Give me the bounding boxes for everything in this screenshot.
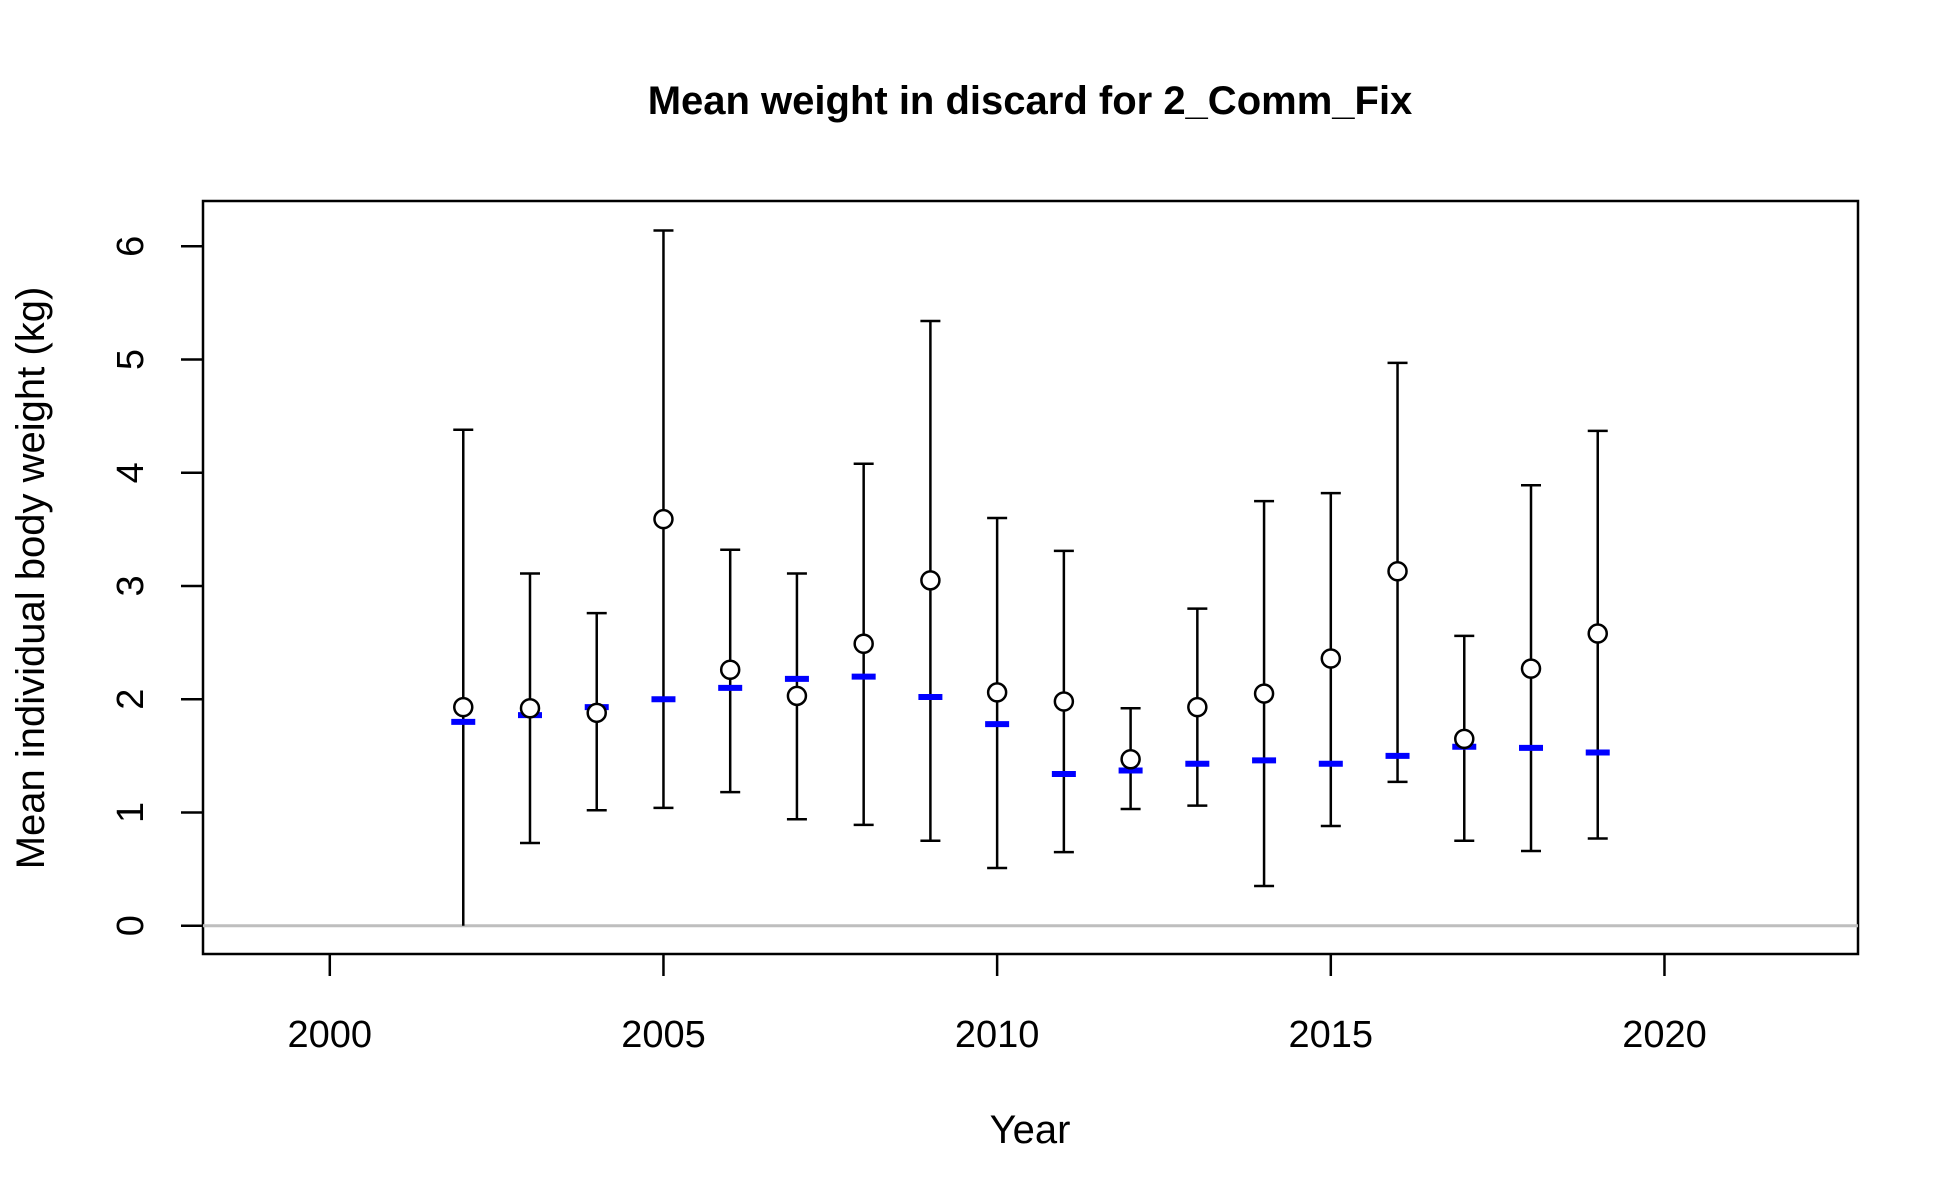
observed-point xyxy=(719,659,741,681)
y-tick-label: 5 xyxy=(110,349,152,370)
observed-point xyxy=(920,570,941,591)
x-axis: 2000 2005 2010 2015 2020 xyxy=(288,954,1707,1056)
x-tick-label: 2020 xyxy=(1622,1014,1707,1056)
y-axis-label: Mean individual body weight (kg) xyxy=(9,287,53,870)
observed-point xyxy=(1320,648,1342,669)
x-tick-label: 2005 xyxy=(621,1014,706,1056)
y-tick-label: 1 xyxy=(110,802,152,823)
observed-point xyxy=(986,682,1008,703)
x-tick-label: 2010 xyxy=(955,1014,1040,1056)
y-tick-label: 4 xyxy=(110,462,152,483)
y-tick-label: 6 xyxy=(110,236,152,257)
expected-series xyxy=(451,673,1610,777)
observed-point xyxy=(853,633,874,654)
x-tick-label: 2000 xyxy=(288,1014,373,1056)
x-axis-label: Year xyxy=(990,1108,1071,1152)
error-bars xyxy=(453,229,1608,926)
y-axis: 0 1 2 3 4 5 6 xyxy=(110,236,203,936)
observed-point xyxy=(586,702,607,724)
observed-point xyxy=(1587,623,1608,644)
observed-point xyxy=(1387,561,1408,582)
plot-frame xyxy=(201,199,1860,956)
observed-point xyxy=(1120,748,1141,770)
observed-point xyxy=(1187,696,1208,718)
observed-point xyxy=(519,698,541,719)
observed-point xyxy=(653,508,674,530)
chart-title: Mean weight in discard for 2_Comm_Fix xyxy=(648,79,1413,123)
observed-point xyxy=(453,696,474,718)
observed-point xyxy=(1253,683,1275,704)
x-tick-label: 2015 xyxy=(1289,1014,1374,1056)
y-tick-label: 2 xyxy=(110,689,152,710)
observed-point xyxy=(1454,728,1475,750)
observed-point xyxy=(1520,658,1542,679)
y-tick-label: 0 xyxy=(110,915,152,936)
y-tick-label: 3 xyxy=(110,575,152,596)
observed-series xyxy=(453,508,1608,770)
observed-point xyxy=(786,685,808,707)
error-bar xyxy=(453,428,474,926)
observed-point xyxy=(1053,691,1075,712)
